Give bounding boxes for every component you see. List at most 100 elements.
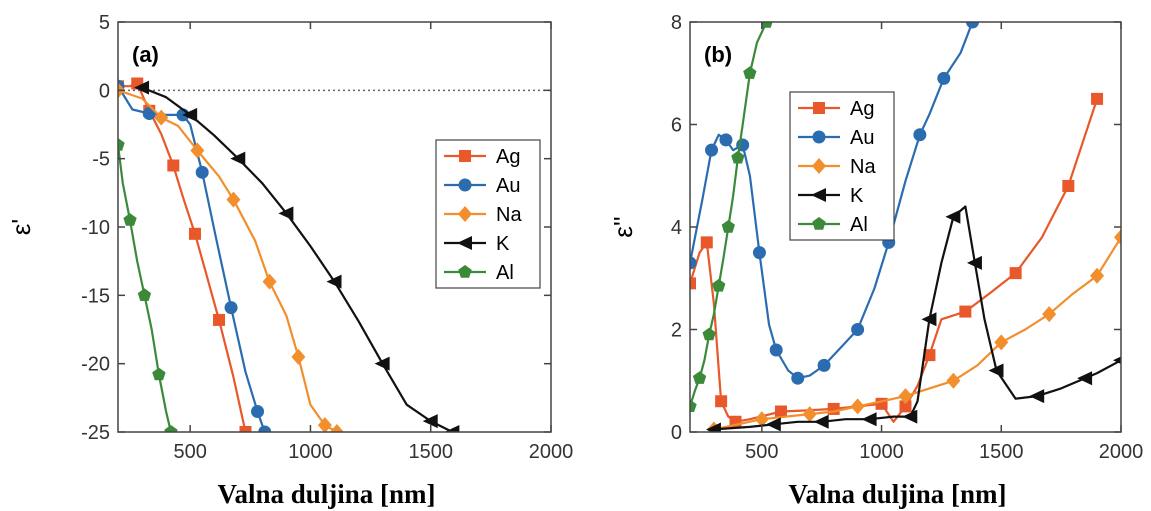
y-tick-label: 4 [671, 217, 682, 239]
x-tick-label: 1000 [288, 441, 333, 463]
data-point-au [251, 405, 265, 418]
data-point-k [988, 363, 1004, 378]
legend-marker-na [812, 158, 826, 174]
legend-marker-au [812, 130, 826, 144]
data-point-ag [774, 405, 787, 418]
data-point-na [754, 411, 769, 428]
data-point-au [966, 22, 980, 29]
y-tick-label: 0 [99, 80, 110, 102]
data-point-na [154, 109, 169, 126]
series-line-k [713, 205, 1121, 431]
y-tick-label: 5 [99, 12, 110, 34]
y-tick-label: -25 [81, 422, 110, 444]
legend-label-ag: Ag [850, 98, 874, 120]
data-point-k [444, 425, 460, 432]
legend-marker-al [458, 265, 472, 278]
data-point-na [291, 348, 306, 365]
data-point-ag [188, 227, 201, 240]
x-tick-label: 1500 [979, 441, 1024, 463]
data-point-ag [690, 277, 696, 290]
data-point-na [329, 424, 344, 432]
data-point-al [164, 425, 178, 432]
data-point-au [258, 425, 272, 432]
data-point-au [937, 71, 951, 85]
data-point-au [769, 343, 783, 357]
data-point-al [702, 327, 716, 341]
y-tick-label: 2 [671, 320, 682, 342]
data-point-k [1029, 389, 1045, 404]
x-tick-label: 1000 [859, 441, 904, 463]
panel-label: (b) [704, 42, 732, 67]
panel-a: 500 1000 1500 2000 5 0 -5 -10 -15 -20 -25 (a) Valna … [6, 12, 573, 509]
data-point-k [813, 414, 829, 429]
data-point-al [137, 288, 152, 301]
data-point-al [731, 150, 745, 164]
legend-label-k: K [850, 185, 864, 207]
data-point-au [913, 128, 927, 142]
data-point-ag [213, 313, 226, 326]
data-point-k [278, 206, 294, 221]
data-point-k [1113, 356, 1121, 364]
data-point-al [712, 278, 726, 292]
legend-marker-al [812, 217, 826, 230]
data-point-na [1042, 306, 1057, 323]
data-point-k [182, 107, 198, 122]
data-point-al [760, 22, 773, 28]
data-point-al [692, 371, 707, 384]
x-tick-label: 1500 [408, 441, 453, 463]
data-point-k [966, 255, 982, 270]
panel-label: (a) [132, 42, 159, 67]
data-point-na [262, 273, 277, 290]
legend-label-ag: Ag [496, 146, 520, 168]
plot-area [118, 77, 460, 432]
data-point-na [946, 372, 961, 389]
y-tick-label: -15 [81, 285, 110, 307]
data-point-al [721, 220, 735, 233]
data-point-al [152, 367, 166, 381]
legend-label-k: K [496, 233, 510, 255]
data-point-na [226, 191, 241, 208]
data-point-k [374, 356, 390, 371]
data-point-na [802, 406, 817, 423]
data-point-ag [239, 426, 252, 432]
legend-label-na: Na [496, 204, 522, 226]
data-point-ag [899, 400, 912, 413]
data-point-na [190, 142, 205, 159]
legend-label-na: Na [850, 156, 876, 178]
data-point-k [422, 414, 438, 429]
data-point-k [230, 151, 246, 166]
series-line-na [713, 236, 1121, 431]
x-tick-label: 500 [173, 441, 206, 463]
data-point-au [817, 358, 831, 372]
legend-marker-k [811, 188, 826, 202]
data-point-ag [1062, 180, 1075, 192]
legend-marker-ag [459, 150, 471, 162]
legend-marker-au [458, 178, 472, 192]
legend: Ag Au Na K Al [789, 91, 895, 241]
legend: Ag Au Na K Al [435, 139, 541, 289]
data-point-k [902, 409, 918, 424]
data-point-al [690, 399, 697, 412]
data-point-ag [923, 349, 936, 362]
y-tick-label: 0 [671, 422, 682, 444]
data-point-ag [167, 159, 180, 172]
series-line-ag [690, 98, 1099, 423]
plot-frame [689, 21, 1122, 433]
data-point-au [752, 246, 766, 260]
data-point-al [743, 66, 757, 79]
series-line-au [118, 85, 266, 432]
y-axis-label: ε'' [608, 216, 638, 238]
data-point-ag [1009, 267, 1022, 280]
series-line-na [118, 89, 338, 432]
data-point-au [719, 133, 733, 147]
data-point-au [690, 256, 697, 270]
x-tick-label: 2000 [1099, 441, 1144, 463]
y-tick-label: -5 [92, 149, 110, 171]
data-point-na [317, 417, 332, 432]
data-point-na [1114, 229, 1121, 246]
data-point-k [326, 274, 342, 289]
data-point-ag [959, 305, 972, 318]
x-axis-label: Valna duljina [nm] [217, 479, 435, 509]
data-point-ag [827, 402, 840, 415]
